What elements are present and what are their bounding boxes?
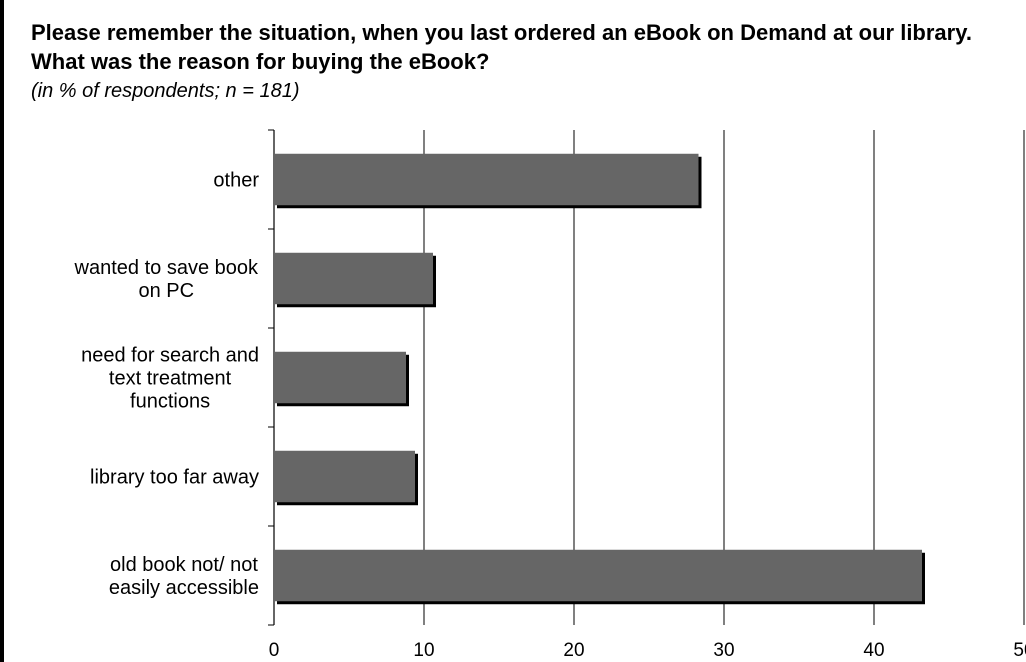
x-tick-label: 50 bbox=[1013, 640, 1026, 661]
chart-frame: Please remember the situation, when you … bbox=[4, 0, 1026, 662]
x-tick-label: 20 bbox=[563, 640, 584, 661]
category-label: old book not/ not easily accessible bbox=[109, 554, 259, 599]
chart-subtitle: (in % of respondents; n = 181) bbox=[31, 80, 300, 102]
bar bbox=[274, 153, 699, 206]
x-tick-label: 30 bbox=[713, 640, 734, 661]
bar-chart: other wanted to save book on PC need for se… bbox=[74, 129, 1026, 661]
category-label: library too far away bbox=[90, 467, 259, 489]
x-tick-label: 0 bbox=[269, 640, 280, 661]
bar bbox=[274, 351, 406, 404]
category-label: wanted to save book on PC bbox=[74, 257, 259, 302]
category-label: other bbox=[213, 170, 259, 192]
x-tick-label: 40 bbox=[863, 640, 884, 661]
bar bbox=[274, 252, 433, 305]
category-label: need for search and text treatment functio… bbox=[81, 345, 259, 413]
bar bbox=[274, 549, 922, 602]
bar bbox=[274, 450, 415, 503]
x-tick-label: 10 bbox=[413, 640, 434, 661]
chart-title: Please remember the situation, when you … bbox=[31, 20, 972, 74]
